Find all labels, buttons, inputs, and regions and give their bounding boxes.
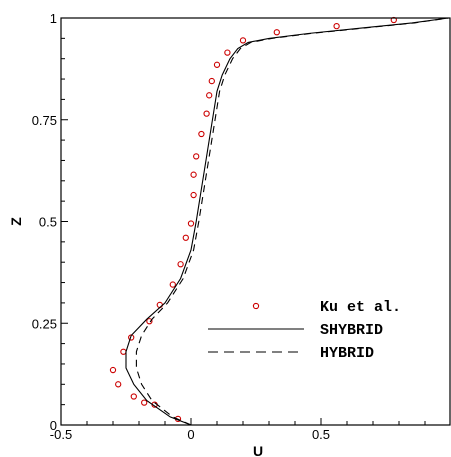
data-point-ku-21 xyxy=(213,61,221,68)
legend-label-hybrid: HYBRID xyxy=(320,345,374,362)
data-point-ku-22 xyxy=(224,49,231,56)
data-point-ku-3 xyxy=(130,393,137,400)
data-point-ku-5 xyxy=(109,366,117,374)
data-point-ku-16 xyxy=(193,153,200,160)
data-point-ku-15 xyxy=(190,171,197,178)
legend: Ku et al. SHYBRID HYBRID xyxy=(208,299,401,362)
ticks-layer: -0.5 0 0.500.250.50.751 xyxy=(32,11,426,442)
data-point-ku-10 xyxy=(169,281,176,288)
legend-label-shybrid: SHYBRID xyxy=(320,322,383,339)
data-point-ku-19 xyxy=(206,92,213,99)
series-line-shybrid xyxy=(125,17,449,426)
y-axis-title: Z xyxy=(8,217,24,226)
plot-layer xyxy=(109,16,449,426)
data-point-ku-24 xyxy=(273,29,280,36)
data-point-ku-2 xyxy=(141,399,148,406)
data-point-ku-13 xyxy=(187,220,195,227)
data-point-ku-11 xyxy=(177,261,184,268)
y-tick-label: 1 xyxy=(50,11,57,26)
data-point-ku-20 xyxy=(208,77,215,85)
y-tick-label: 0.5 xyxy=(39,215,57,230)
data-point-ku-18 xyxy=(203,110,210,117)
y-tick-label: 0.75 xyxy=(32,113,57,128)
data-point-ku-8 xyxy=(146,318,153,325)
legend-marker-ku xyxy=(252,302,260,310)
data-point-ku-6 xyxy=(120,348,127,355)
x-tick-label: -0.5 xyxy=(50,427,72,442)
data-point-ku-17 xyxy=(198,130,205,138)
data-point-ku-12 xyxy=(182,234,189,241)
data-point-ku-9 xyxy=(156,301,163,309)
x-axis-title: U xyxy=(253,443,263,457)
y-tick-label: 0.25 xyxy=(32,316,57,331)
x-tick-label: 0.5 xyxy=(312,427,330,442)
y-tick-label: 0 xyxy=(50,418,57,433)
data-point-ku-23 xyxy=(239,37,247,44)
legend-label-ku: Ku et al. xyxy=(320,299,401,316)
plot-frame xyxy=(60,17,451,426)
data-point-ku-14 xyxy=(190,191,197,199)
data-point-ku-4 xyxy=(115,381,122,388)
data-point-ku-25 xyxy=(333,22,340,30)
x-tick-label: 0 xyxy=(187,427,194,442)
series-line-hybrid xyxy=(135,17,449,426)
